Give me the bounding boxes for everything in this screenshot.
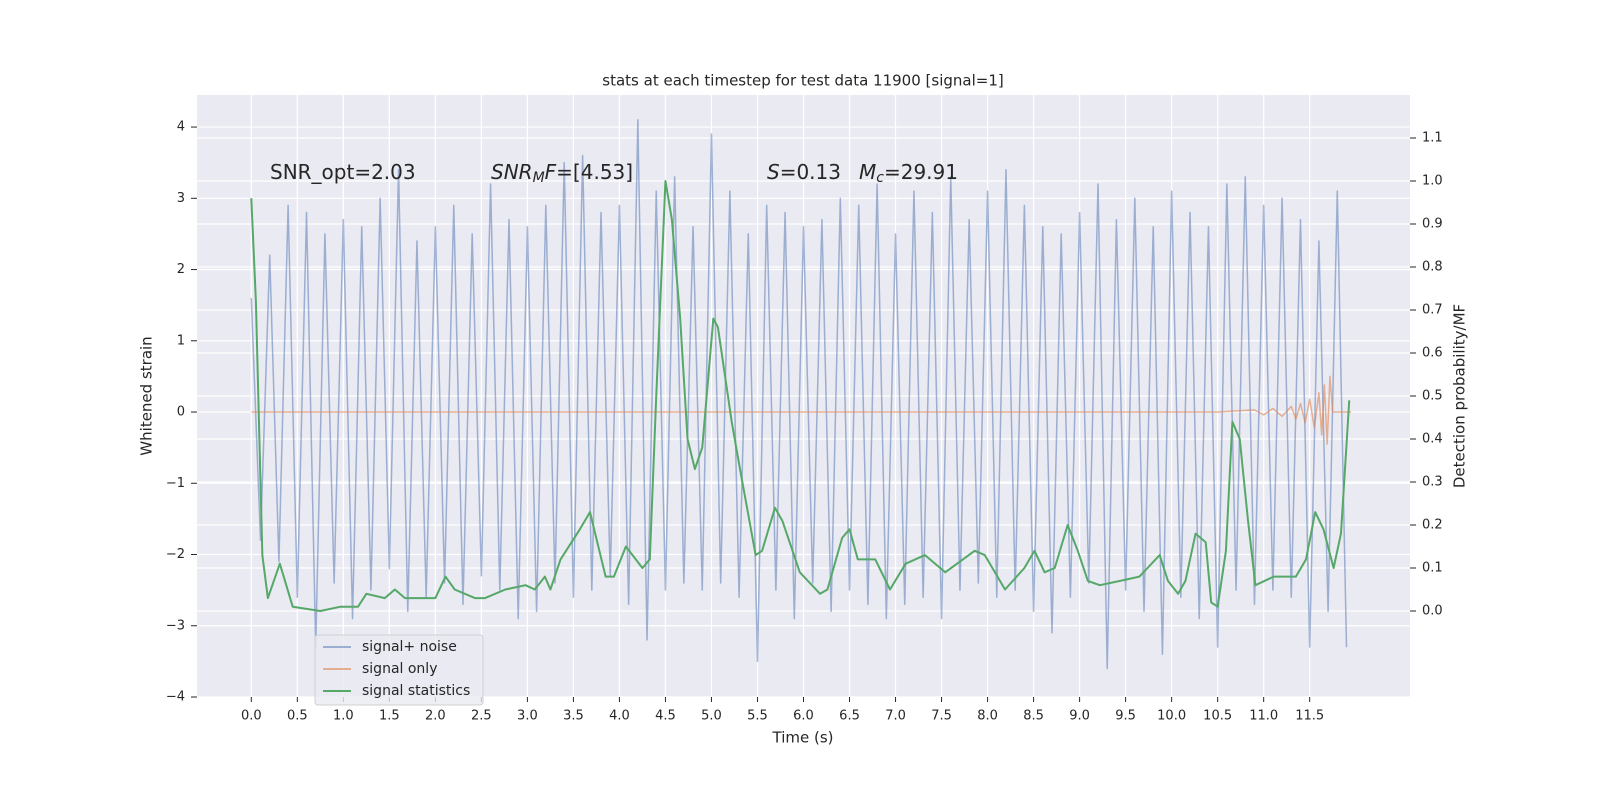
y-tick-label: 2 [177, 262, 185, 277]
y2-tick-label: 0.1 [1422, 561, 1443, 576]
x-axis-label: Time (s) [772, 729, 834, 747]
y2-tick-label: 0.6 [1422, 346, 1443, 361]
x-tick-label: 4.0 [609, 709, 630, 724]
legend-label: signal+ noise [362, 639, 457, 655]
annotation-part: M [859, 160, 876, 184]
annotation: SNRMF=[4.53] [491, 160, 633, 187]
x-tick-label: 2.5 [471, 709, 492, 724]
series-line [251, 375, 1352, 445]
series-line [250, 180, 1351, 612]
x-tick-label: 0.0 [241, 709, 262, 724]
y-tick-label: 0 [177, 405, 185, 420]
legend-box [314, 634, 484, 706]
y2-tick-label: 0.0 [1422, 604, 1443, 619]
x-tick-label: 5.0 [701, 709, 722, 724]
y-tick-label: −2 [166, 547, 185, 562]
annotation-part: =29.91 [884, 160, 958, 184]
annotation: Mc=29.91 [859, 160, 958, 187]
x-tick-label: 8.5 [1023, 709, 1044, 724]
y-tick-label: 1 [177, 333, 185, 348]
x-tick-label: 4.5 [655, 709, 676, 724]
x-tick-label: 7.0 [885, 709, 906, 724]
y2-tick-label: 0.4 [1422, 432, 1443, 447]
x-tick-label: 7.5 [931, 709, 952, 724]
x-tick-label: 6.0 [793, 709, 814, 724]
x-tick-label: 11.5 [1295, 709, 1324, 724]
axes: 0.0 0.5 1.0 1.5 2.0 2.5 3.0 3.5 4.0 4.5 5.0 5.5 6.0 6… [166, 120, 1443, 724]
annotation-part: M [533, 170, 545, 186]
x-tick-label: 9.0 [1069, 709, 1090, 724]
y2-tick-label: 1.0 [1422, 174, 1443, 189]
legend: signal+ noise signal only signal statistic… [314, 634, 484, 706]
annotation-part: =[4.53] [556, 160, 633, 184]
x-tick-label: 3.0 [517, 709, 538, 724]
annotation-part: =0.13 [780, 160, 841, 184]
annotation-part: S [767, 160, 780, 184]
x-tick-label: 1.0 [333, 709, 354, 724]
x-tick-label: 3.5 [563, 709, 584, 724]
y2-tick-label: 0.7 [1422, 303, 1443, 318]
series-line [250, 119, 1348, 670]
annotation-part: SNR_opt=2.03 [270, 160, 416, 184]
x-tick-label: 8.0 [977, 709, 998, 724]
annotation-part: F [545, 160, 557, 184]
x-tick-label: 5.5 [747, 709, 768, 724]
x-tick-label: 6.5 [839, 709, 860, 724]
chart-title: stats at each timestep for test data 119… [602, 72, 1003, 90]
x-tick-label: 10.5 [1203, 709, 1232, 724]
y2-tick-label: 0.9 [1422, 217, 1443, 232]
x-tick-label: 9.5 [1115, 709, 1136, 724]
annotation: S=0.13 [767, 160, 841, 184]
annotation-part: SNR [491, 160, 533, 184]
annotation-part: c [876, 170, 884, 186]
annotation: SNR_opt=2.03 [270, 160, 416, 184]
y-tick-label: −3 [166, 618, 185, 633]
y2-tick-label: 0.3 [1422, 475, 1443, 490]
x-tick-label: 10.0 [1157, 709, 1186, 724]
y2-tick-label: 1.1 [1422, 131, 1443, 146]
y-tick-label: −4 [166, 690, 185, 705]
y-tick-label: 3 [177, 191, 185, 206]
legend-label: signal only [362, 661, 437, 677]
y2-tick-label: 0.8 [1422, 260, 1443, 275]
lines [250, 119, 1352, 670]
y2-tick-label: 0.2 [1422, 518, 1443, 533]
y2-tick-label: 0.5 [1422, 389, 1443, 404]
x-tick-label: 1.5 [379, 709, 400, 724]
x-tick-label: 0.5 [287, 709, 308, 724]
y-axis-label: Whitened strain [138, 336, 156, 455]
legend-label: signal statistics [362, 683, 470, 699]
x-tick-label: 11.0 [1249, 709, 1278, 724]
x-tick-label: 2.0 [425, 709, 446, 724]
y-tick-label: 4 [177, 120, 185, 135]
y-tick-label: −1 [166, 476, 185, 491]
y2-axis-label: Detection probability/MF [1451, 304, 1469, 488]
